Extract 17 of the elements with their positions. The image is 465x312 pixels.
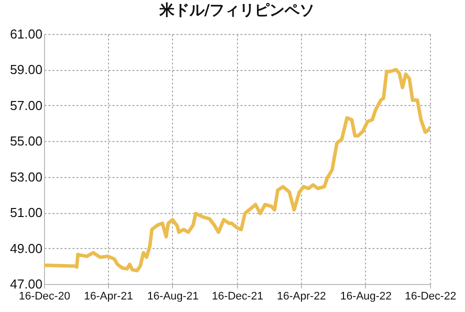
x-tick-label: 16-Dec-22 [404,290,456,302]
y-tick-label: 59.00 [10,62,42,78]
x-tick-label: 16-Aug-22 [340,290,392,302]
y-tick-label: 57.00 [10,98,42,113]
y-tick-label: 61.00 [10,26,42,42]
y-tick-label: 47.00 [10,276,42,292]
x-tick-label: 16-Dec-21 [212,290,264,302]
x-tick-label: 16-Aug-21 [147,290,199,302]
y-tick-label: 49.00 [10,240,42,256]
y-tick-label: 51.00 [10,205,42,220]
x-tick-label: 16-Dec-20 [18,290,70,302]
y-tick-label: 55.00 [10,134,42,149]
line-series [44,68,430,272]
x-tick-label: 16-Apr-21 [84,290,133,302]
chart-title: 米ドル/フィリピンペソ [158,1,315,19]
x-tick-label: 16-Apr-22 [277,290,326,302]
y-tick-label: 53.00 [10,169,42,184]
